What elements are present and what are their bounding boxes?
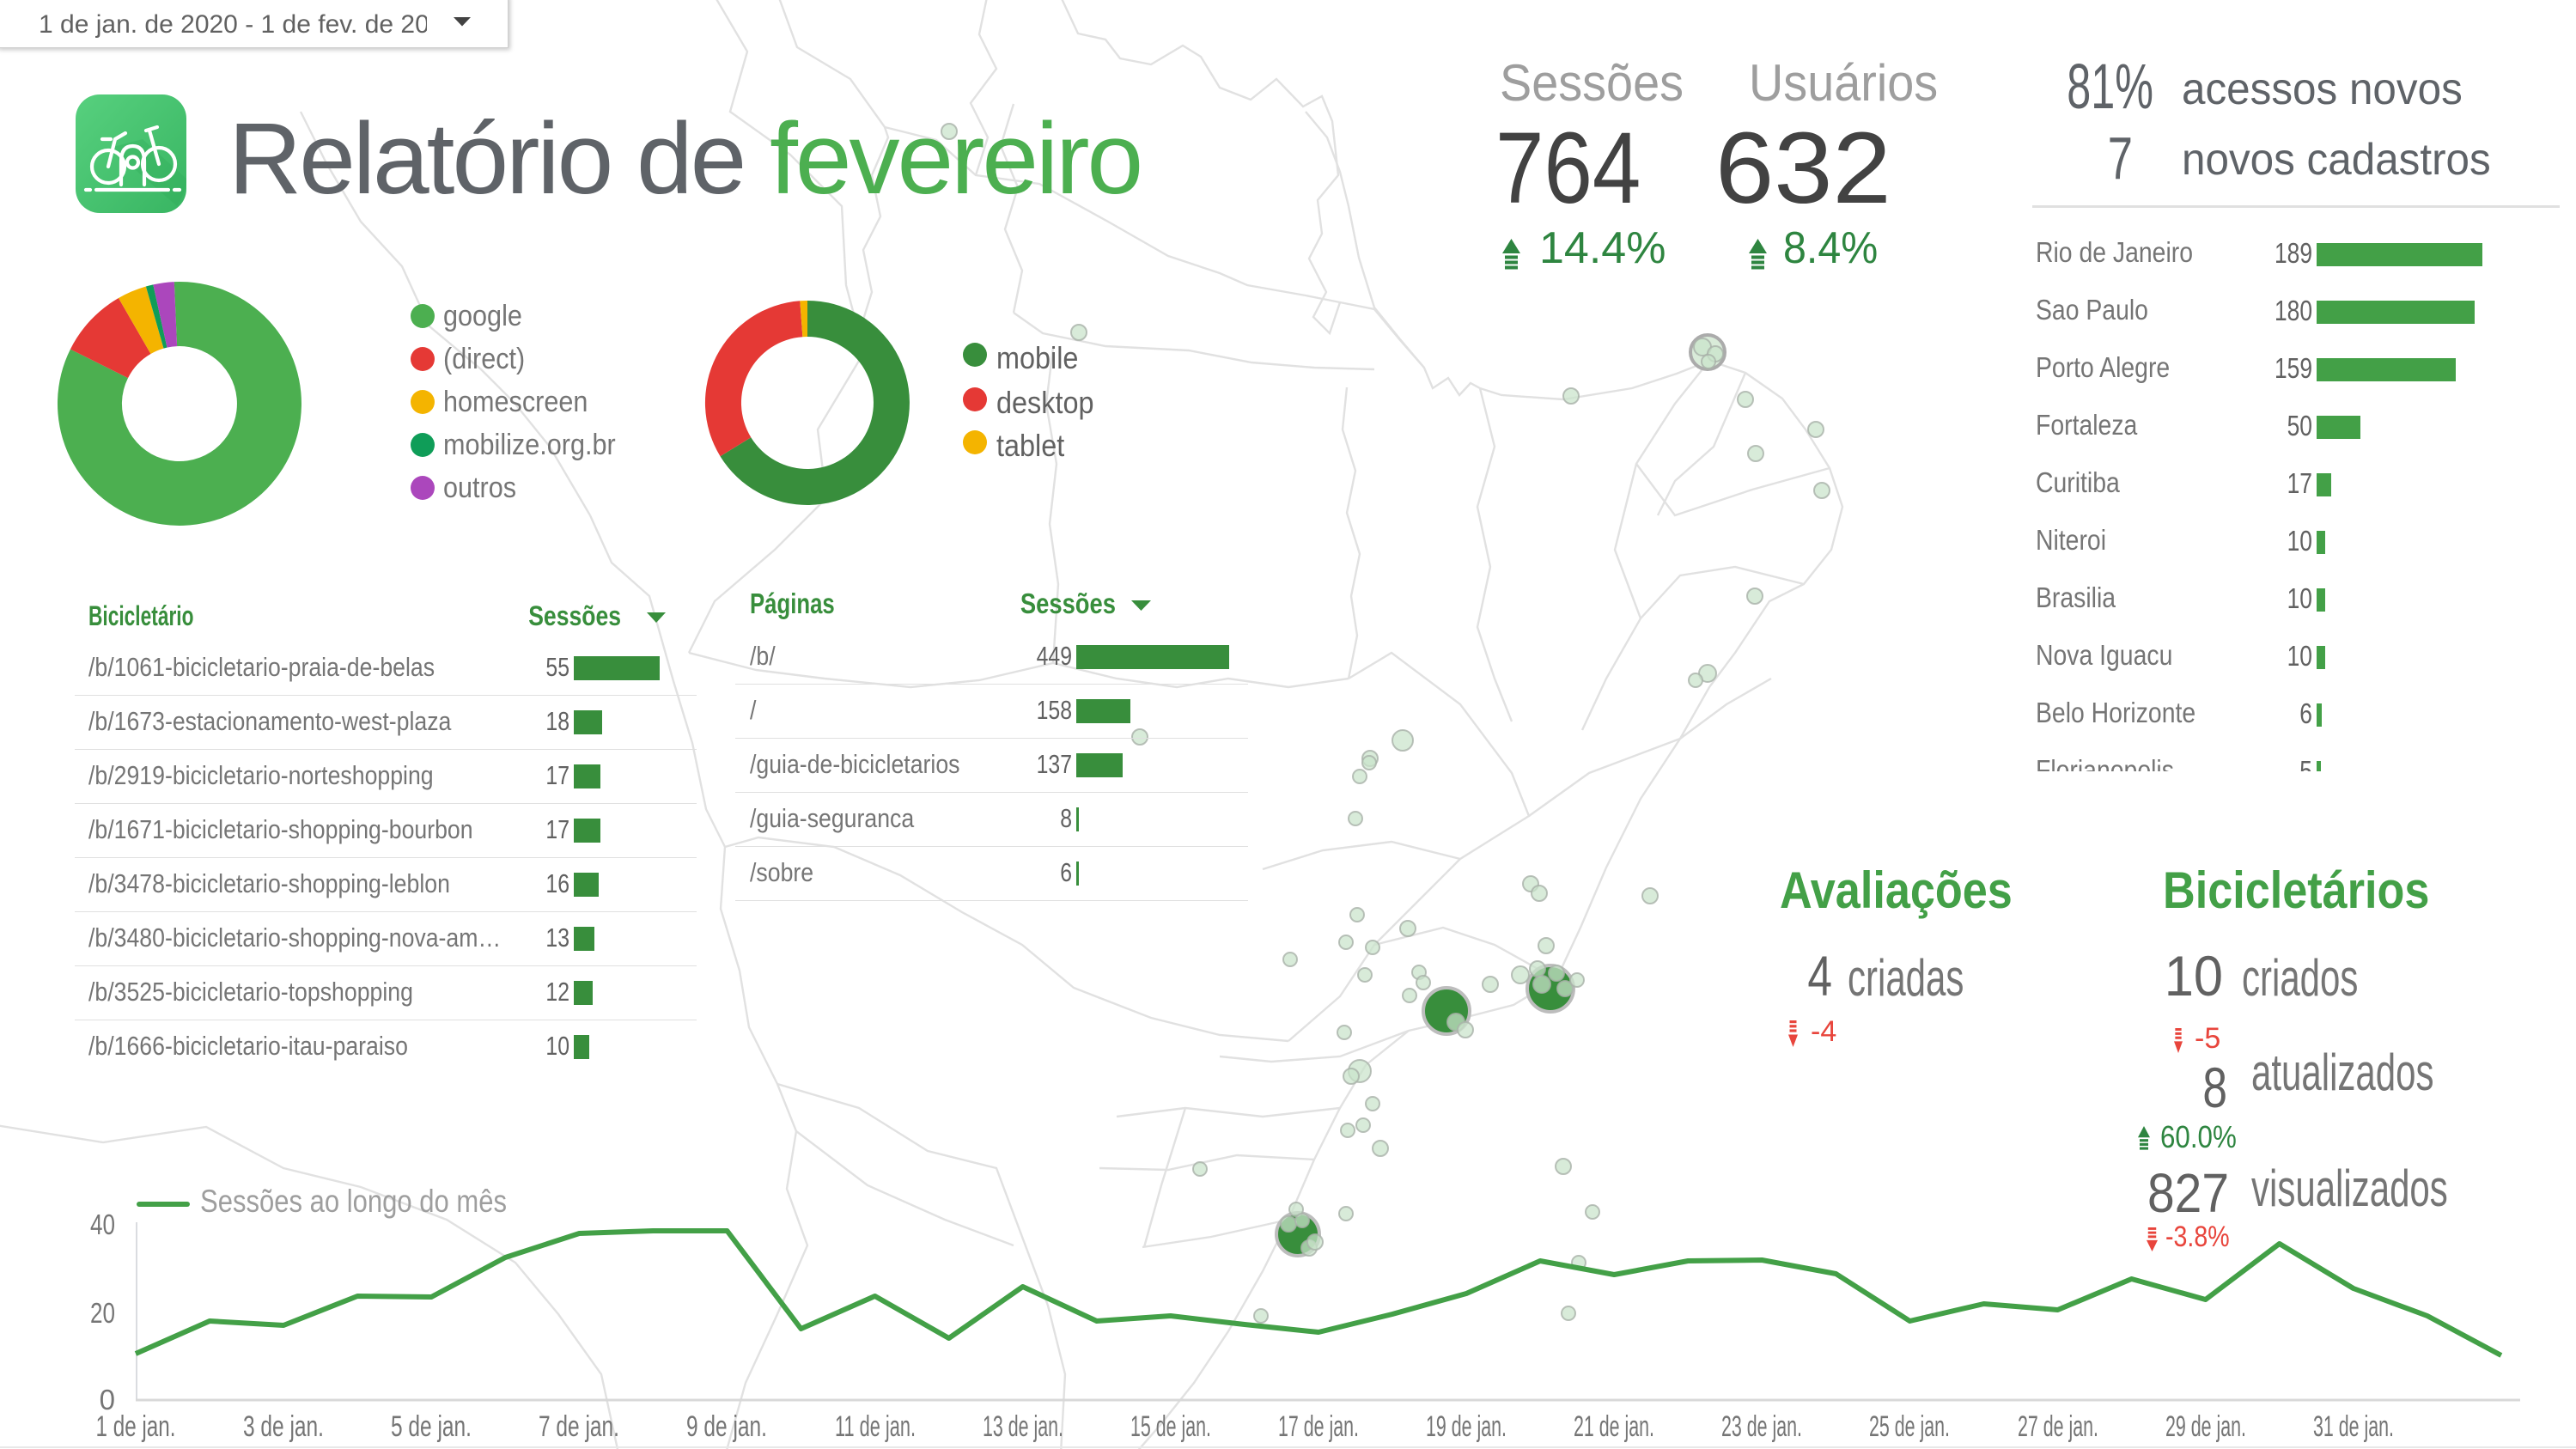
svg-text:11 de jan.: 11 de jan. [835,1410,916,1443]
svg-text:19 de jan.: 19 de jan. [1426,1410,1507,1443]
svg-text:15 de jan.: 15 de jan. [1130,1410,1211,1443]
svg-text:7 de jan.: 7 de jan. [539,1410,619,1443]
svg-text:5 de jan.: 5 de jan. [391,1410,472,1443]
svg-text:40: 40 [90,1209,115,1240]
svg-text:13 de jan.: 13 de jan. [983,1410,1063,1443]
svg-text:21 de jan.: 21 de jan. [1574,1410,1654,1443]
svg-text:27 de jan.: 27 de jan. [2018,1410,2098,1443]
svg-text:23 de jan.: 23 de jan. [1721,1410,1802,1443]
svg-text:31 de jan.: 31 de jan. [2313,1410,2394,1443]
svg-text:Sessões ao longo do mês: Sessões ao longo do mês [200,1184,507,1219]
svg-text:1 de jan.: 1 de jan. [96,1410,176,1443]
svg-text:29 de jan.: 29 de jan. [2165,1410,2246,1443]
svg-text:17 de jan.: 17 de jan. [1278,1410,1359,1443]
svg-text:20: 20 [90,1297,115,1329]
svg-text:3 de jan.: 3 de jan. [243,1410,324,1443]
svg-text:9 de jan.: 9 de jan. [686,1410,767,1443]
svg-text:25 de jan.: 25 de jan. [1869,1410,1950,1443]
svg-text:0: 0 [100,1384,115,1416]
